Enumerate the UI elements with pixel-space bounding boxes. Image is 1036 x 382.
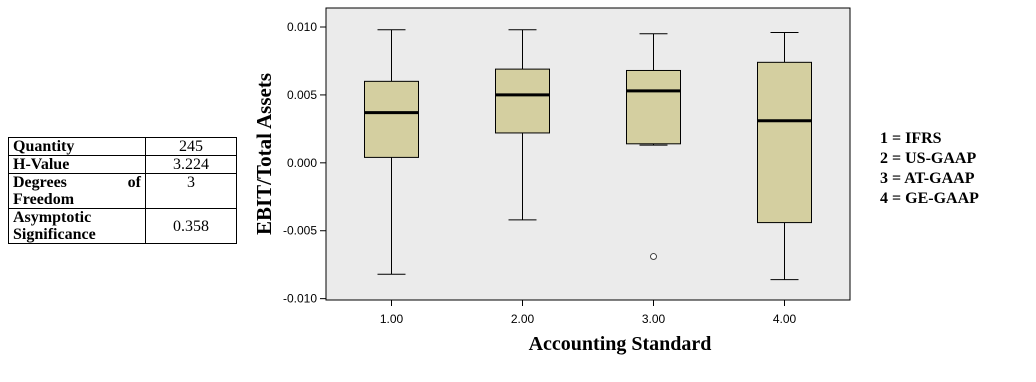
table-row: Degrees of Freedom 3 — [8, 173, 237, 209]
box-iqr — [757, 61, 812, 224]
box-group — [495, 29, 550, 221]
table-row: Asymptotic Significance 0.358 — [8, 208, 237, 244]
y-axis-label: EBIT/Total Assets — [252, 73, 276, 235]
box-group — [364, 29, 419, 275]
x-tick-label: 4.00 — [773, 312, 797, 326]
y-tick-label: 0.000 — [287, 156, 317, 170]
box-group — [626, 33, 681, 261]
y-tick-label: 0.005 — [287, 88, 317, 102]
boxes — [364, 29, 812, 281]
x-axis: 1.00 2.00 3.00 4.00 — [380, 300, 797, 326]
box-group — [757, 31, 812, 281]
x-tick-label: 1.00 — [380, 312, 404, 326]
x-tick-label: 2.00 — [511, 312, 535, 326]
outlier-point — [650, 253, 657, 261]
row-label-degrees-of-freedom: Degrees of Freedom — [8, 173, 146, 209]
box-iqr — [495, 68, 550, 134]
legend-item-us-gaap: 2 = US-GAAP — [880, 150, 977, 167]
row-label-asymptotic-significance: Asymptotic Significance — [8, 208, 146, 244]
legend: 1 = IFRS 2 = US-GAAP 3 = AT-GAAP 4 = GE-… — [880, 129, 979, 209]
y-tick-label: 0.010 — [287, 20, 317, 34]
statistics-table: Quantity 245 H-Value 3.224 Degrees of Fr… — [8, 137, 237, 244]
box-iqr — [626, 69, 681, 145]
y-axis: -0.010 -0.005 0.000 0.005 0.010 — [283, 20, 326, 306]
legend-item-ge-gaap: 4 = GE-GAAP — [880, 190, 979, 207]
box-iqr — [364, 80, 419, 158]
y-tick-label: -0.010 — [283, 292, 317, 306]
row-value-degrees-of-freedom: 3 — [145, 173, 237, 209]
x-tick-label: 3.00 — [642, 312, 666, 326]
row-value-asymptotic-significance: 0.358 — [145, 208, 237, 244]
legend-item-ifrs: 1 = IFRS — [880, 130, 942, 147]
y-tick-label: -0.005 — [283, 224, 317, 238]
x-axis-label: Accounting Standard — [528, 333, 712, 355]
legend-item-at-gaap: 3 = AT-GAAP — [880, 170, 975, 187]
